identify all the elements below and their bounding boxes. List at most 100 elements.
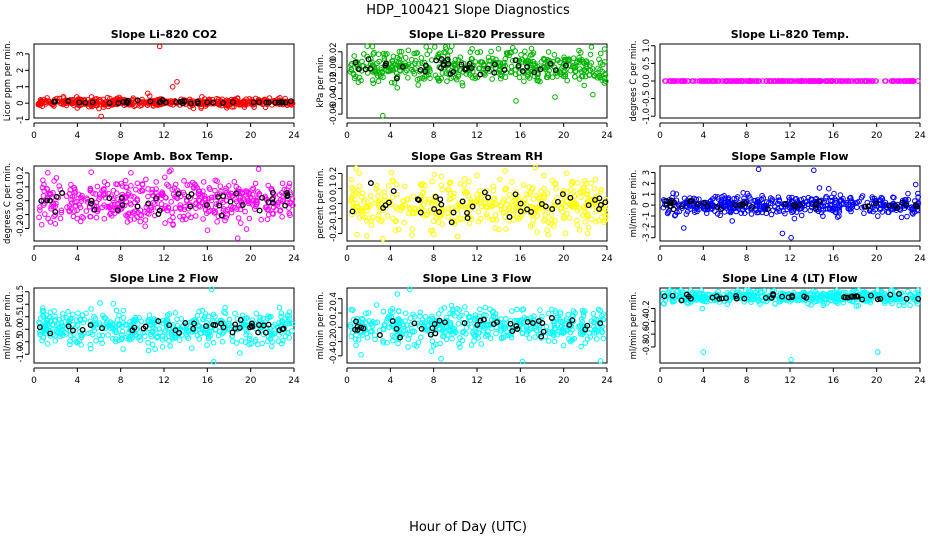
data-point [101,179,108,185]
hourly-point [683,291,690,298]
hourly-point [789,292,796,299]
hourly-point [507,320,514,327]
y-tick-label: -3 [642,233,652,241]
hourly-point [481,189,488,196]
y-tick-label: 3 [16,51,26,56]
data-point [384,318,390,324]
data-point [145,347,152,354]
data-point [522,54,528,60]
data-point [668,78,674,84]
y-tick-label: -0.5 [16,333,26,350]
data-point [432,72,439,79]
data-point [116,312,122,319]
x-axis: 0 4 8 12 16 20 24 [344,367,613,386]
hourly-point [436,317,443,324]
data-point [57,215,64,222]
data-point [286,335,293,341]
data-point [277,208,283,214]
hourly-point [272,99,279,106]
data-point [763,78,770,84]
data-point [904,213,910,220]
data-point [823,193,830,200]
data-point [233,183,240,190]
x-tick-label: 4 [74,254,80,264]
data-point [198,193,205,200]
data-point [745,78,752,84]
data-point [723,205,730,211]
data-point [36,101,43,107]
hourly-point [397,334,404,341]
data-point [187,98,194,105]
data-point [119,191,125,198]
data-point [419,181,426,187]
data-point [456,314,463,320]
data-point [276,304,283,311]
x-tick-label: 16 [828,131,840,141]
data-point [464,213,471,219]
series-points [35,43,296,120]
hourly-point [204,99,211,106]
data-point [402,54,409,61]
data-point [416,75,423,82]
figure-xlabel: Hour of Day (UTC) [409,520,527,535]
hourly-point [872,200,879,207]
data-point [367,329,374,335]
data-point [71,331,77,337]
y-tick-label: 1.0 [16,297,26,311]
data-point [557,309,564,316]
data-point [551,64,558,71]
data-point [450,194,457,200]
hourly-point [582,326,589,333]
y-tick-label: -0.4 [642,313,652,330]
data-point [228,206,235,212]
data-point [60,315,66,321]
outlier-point [97,300,103,306]
data-point [881,300,888,306]
data-point [393,217,399,224]
data-point [705,78,712,84]
hourly-point [485,194,492,201]
data-point [798,212,805,219]
data-point [466,204,473,210]
data-point [687,287,694,294]
data-point [852,78,859,84]
hourly-point [156,99,163,106]
data-point [154,335,160,341]
data-point [199,307,206,314]
data-point [52,221,59,227]
data-point [396,308,402,315]
data-point [405,196,411,202]
data-point [587,334,594,340]
hourly-point [256,207,263,214]
data-point [907,292,914,298]
hourly-point [237,317,244,323]
data-point [349,211,355,218]
x-tick-label: 16 [515,131,527,141]
data-point [268,313,274,320]
data-point [80,215,87,221]
hourly-point [114,207,121,214]
data-point [576,59,583,66]
data-point [439,70,446,76]
data-point [552,217,558,224]
data-point [288,102,295,108]
data-point [671,78,678,84]
x-axis: 0 4 8 12 16 20 24 [31,122,300,141]
outlier-point [156,43,163,50]
data-point [498,203,505,209]
data-point [516,214,523,220]
data-point [550,331,556,338]
data-point [905,288,911,295]
data-point [480,62,487,69]
data-point [237,101,244,107]
panel-title: Slope Gas Stream RH [411,150,543,163]
data-point [402,183,408,190]
data-point [454,306,460,312]
data-point [286,320,293,327]
data-point [217,183,224,189]
data-point [384,51,390,57]
data-point [265,338,271,345]
data-point [506,217,512,224]
data-point [593,218,599,225]
